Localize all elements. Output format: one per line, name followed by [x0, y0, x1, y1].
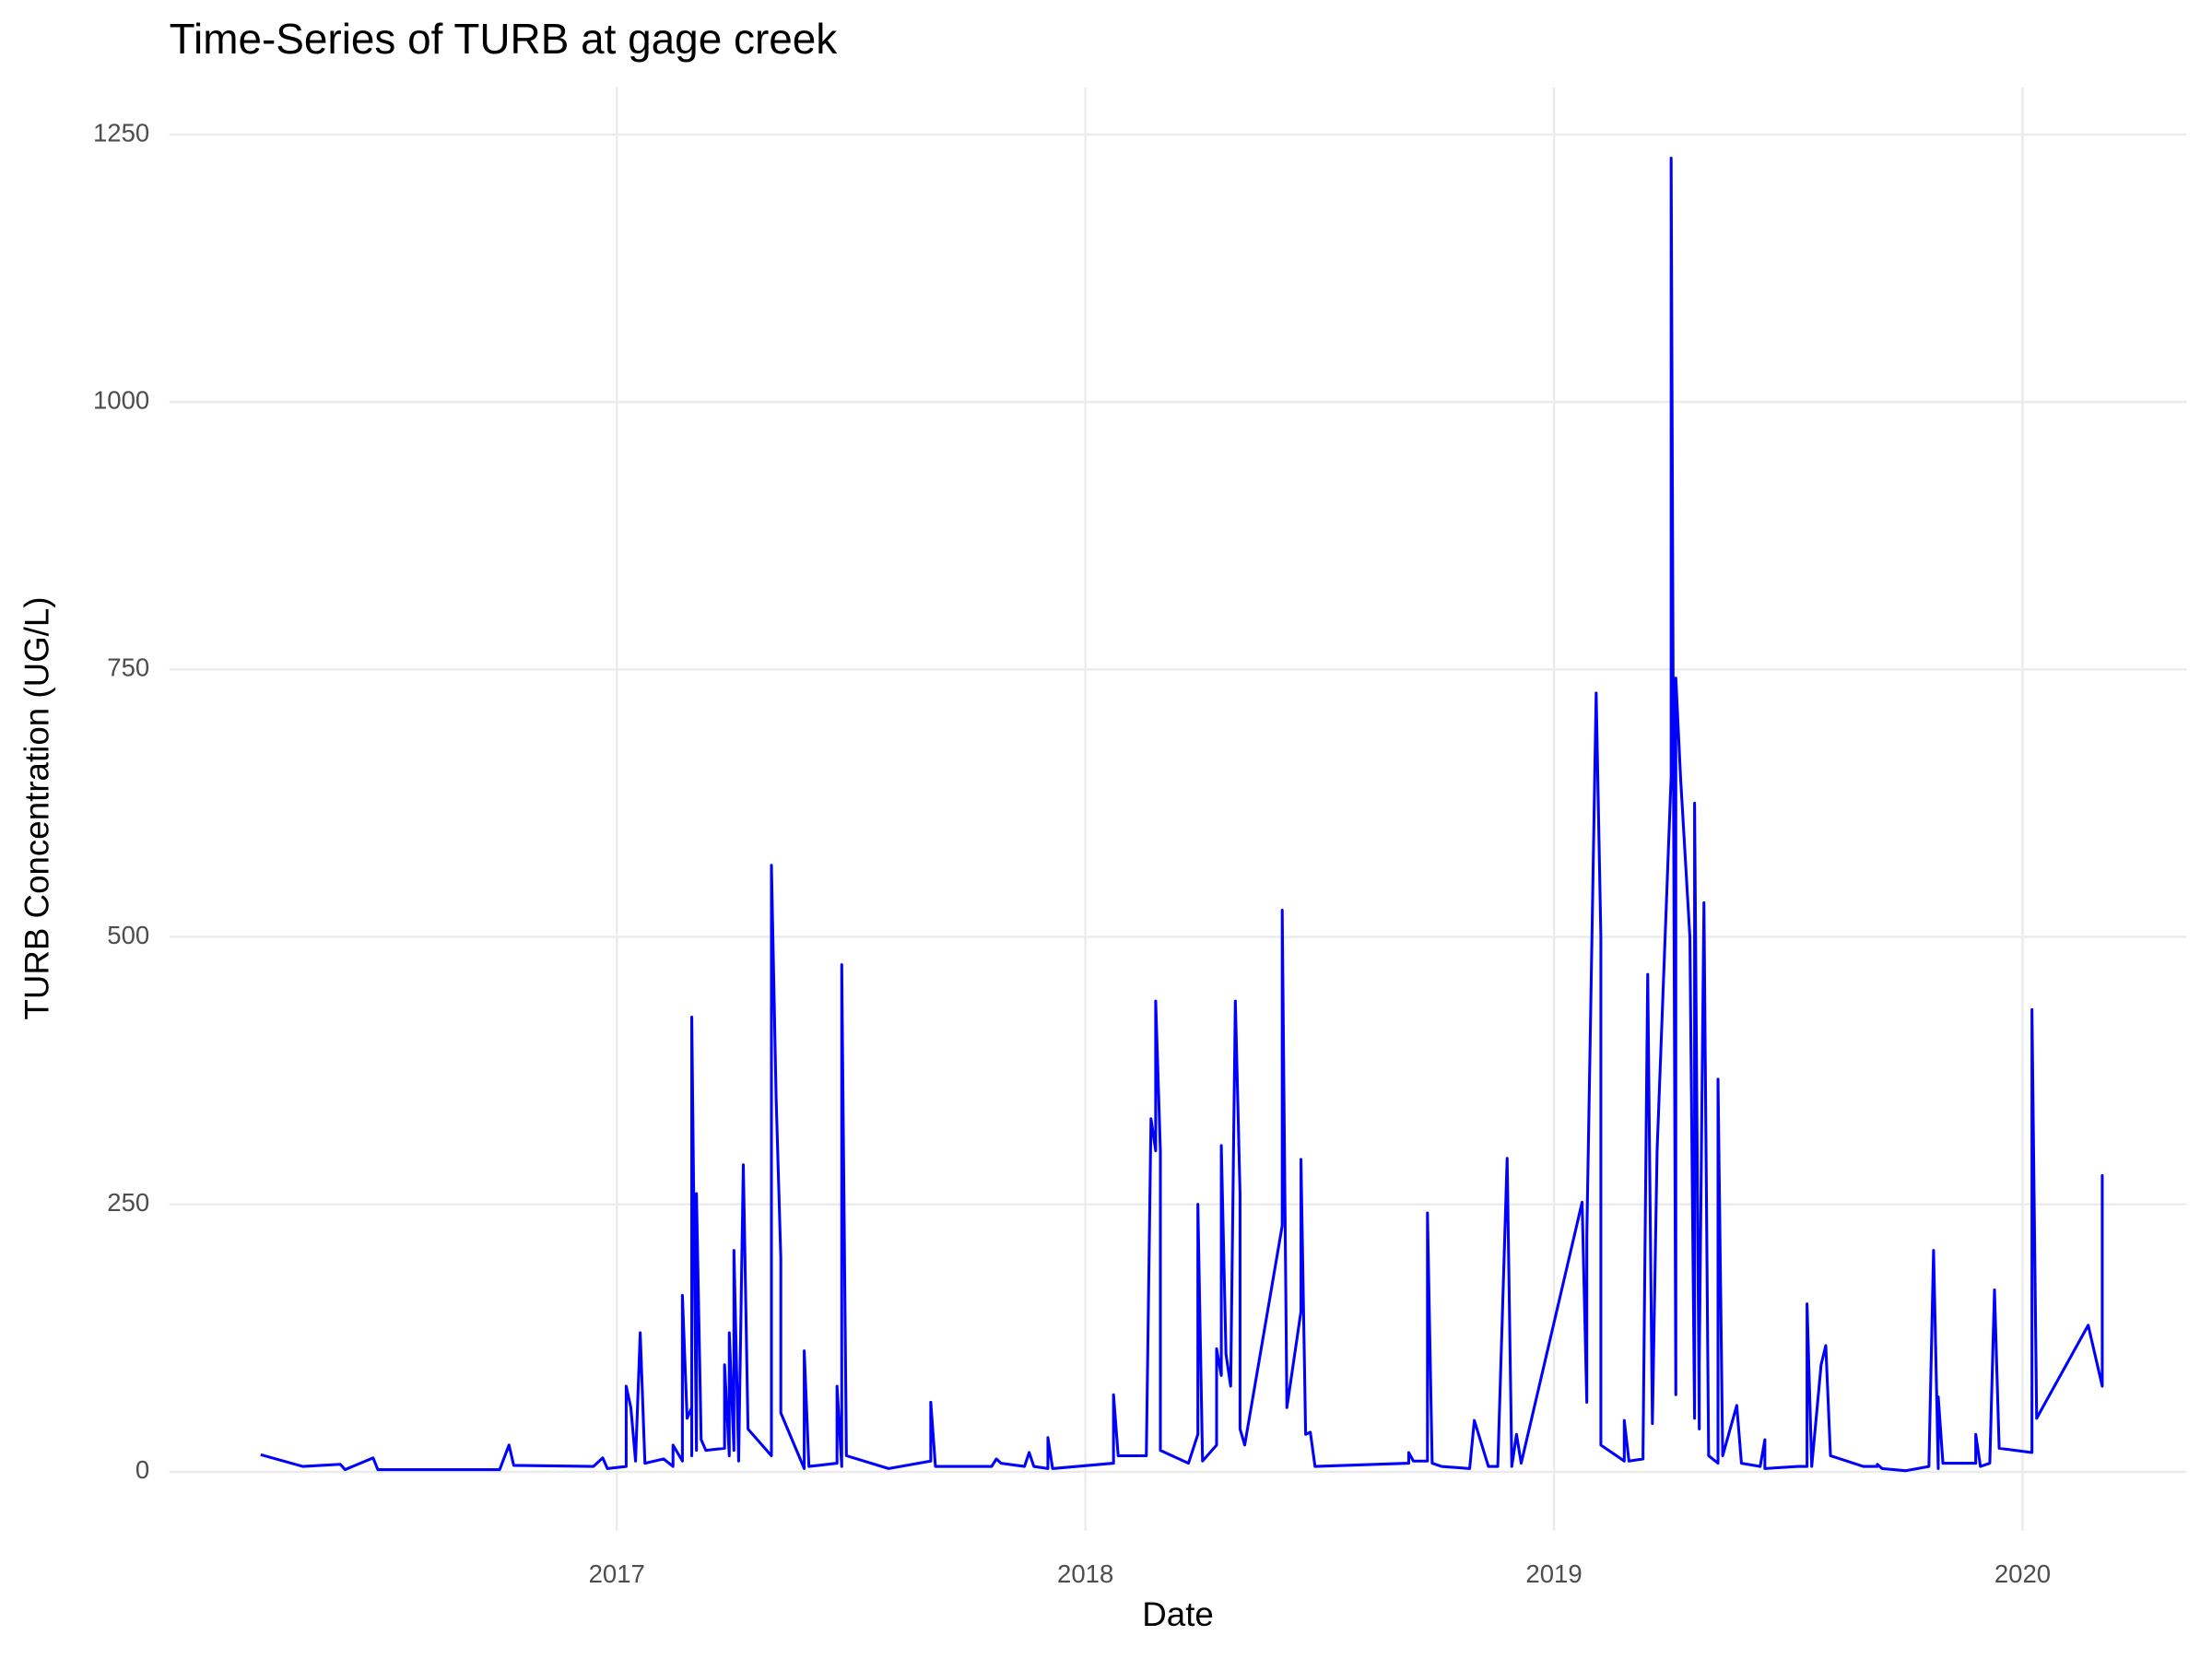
x-tick-label: 2017	[589, 1559, 645, 1588]
data-line	[260, 156, 2104, 1473]
x-tick-label: 2018	[1057, 1559, 1113, 1588]
y-tick-label: 1250	[93, 118, 149, 147]
y-tick-label: 1000	[93, 385, 149, 414]
chart-title: Time-Series of TURB at gage creek	[170, 15, 839, 63]
y-tick-label: 750	[107, 653, 149, 682]
y-tick-label: 250	[107, 1188, 149, 1217]
y-axis-title: TURB Concentration (UG/L)	[18, 596, 56, 1019]
y-tick-label: 0	[135, 1455, 149, 1484]
plot-area	[260, 156, 2104, 1473]
x-tick-label: 2020	[1994, 1559, 2051, 1588]
grid	[169, 87, 2187, 1531]
x-tick-label: 2019	[1525, 1559, 1582, 1588]
y-tick-label: 500	[107, 921, 149, 949]
x-axis-title: Date	[1142, 1595, 1214, 1633]
